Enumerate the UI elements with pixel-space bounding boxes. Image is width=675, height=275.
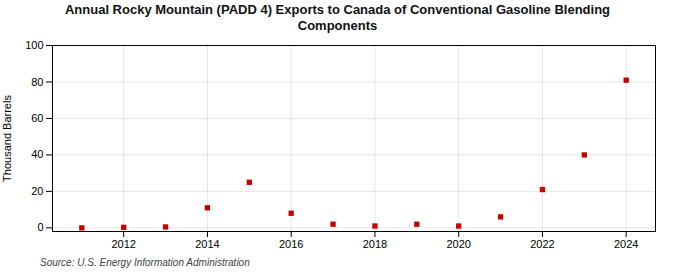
svg-text:2022: 2022 [530,238,554,250]
svg-text:0: 0 [37,221,43,233]
svg-text:20: 20 [31,184,43,196]
svg-text:100: 100 [25,39,43,51]
svg-text:2012: 2012 [111,238,135,250]
html-text:Annual Rocky Mountain (PADD 4): Annual Rocky Mountain (PADD 4) Exports t… [65,2,610,34]
svg-text:40: 40 [31,148,43,160]
svg-text:2014: 2014 [195,238,219,250]
svg-text:80: 80 [31,75,43,87]
svg-text:Thousand Barrels: Thousand Barrels [1,94,13,181]
svg-text:2020: 2020 [446,238,470,250]
svg-text:2024: 2024 [614,238,638,250]
svg-text:60: 60 [31,111,43,123]
svg-text:2018: 2018 [363,238,387,250]
html-text:Source: U.S. Energy Informatio: Source: U.S. Energy Information Administ… [40,256,250,268]
svg-text:2016: 2016 [279,238,303,250]
